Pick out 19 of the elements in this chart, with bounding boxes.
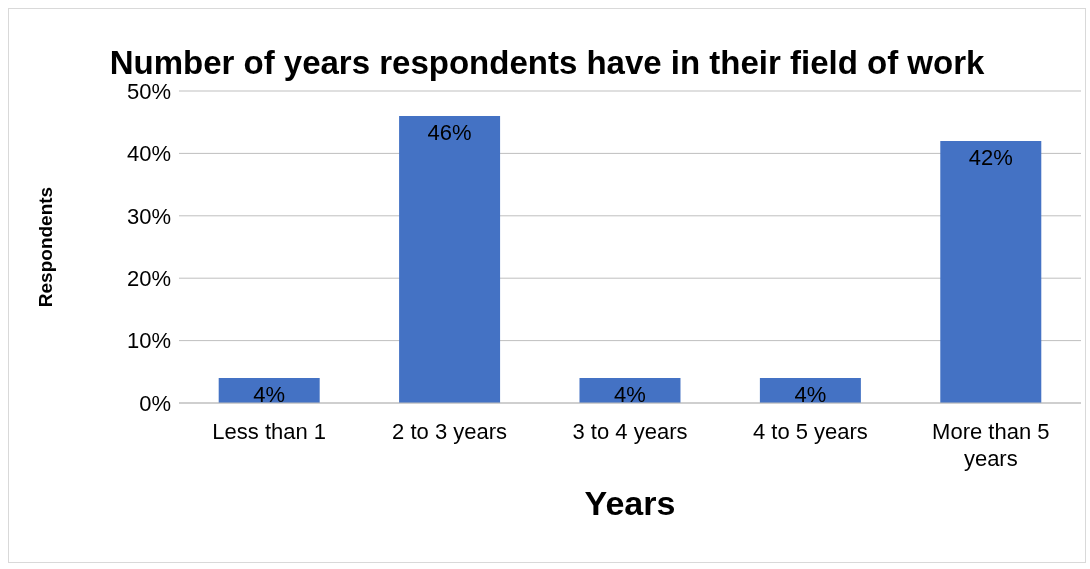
data-label: 46%: [427, 119, 472, 145]
x-tick-label: 2 to 3 years: [392, 419, 508, 444]
y-tick-label: 20%: [126, 266, 171, 292]
data-label: 42%: [968, 144, 1013, 170]
bar: [399, 115, 501, 403]
data-label: 4%: [253, 381, 286, 407]
x-tick-label: Less than 1: [212, 419, 327, 444]
bar: [940, 140, 1042, 403]
x-tick-label: 3 to 4 years: [572, 419, 688, 444]
y-tick-label: 40%: [126, 141, 171, 167]
data-label: 4%: [614, 381, 646, 407]
data-label: 4%: [794, 381, 827, 407]
x-tick-label: More than 5 years: [932, 419, 1050, 471]
y-tick-label: 30%: [126, 203, 171, 229]
x-tick-label: 4 to 5 years: [752, 419, 868, 444]
y-axis-title: Respondents: [34, 186, 56, 308]
x-axis-title: Years: [584, 484, 676, 522]
y-tick-label: 0%: [139, 390, 171, 416]
y-tick-label: 10%: [126, 328, 171, 354]
